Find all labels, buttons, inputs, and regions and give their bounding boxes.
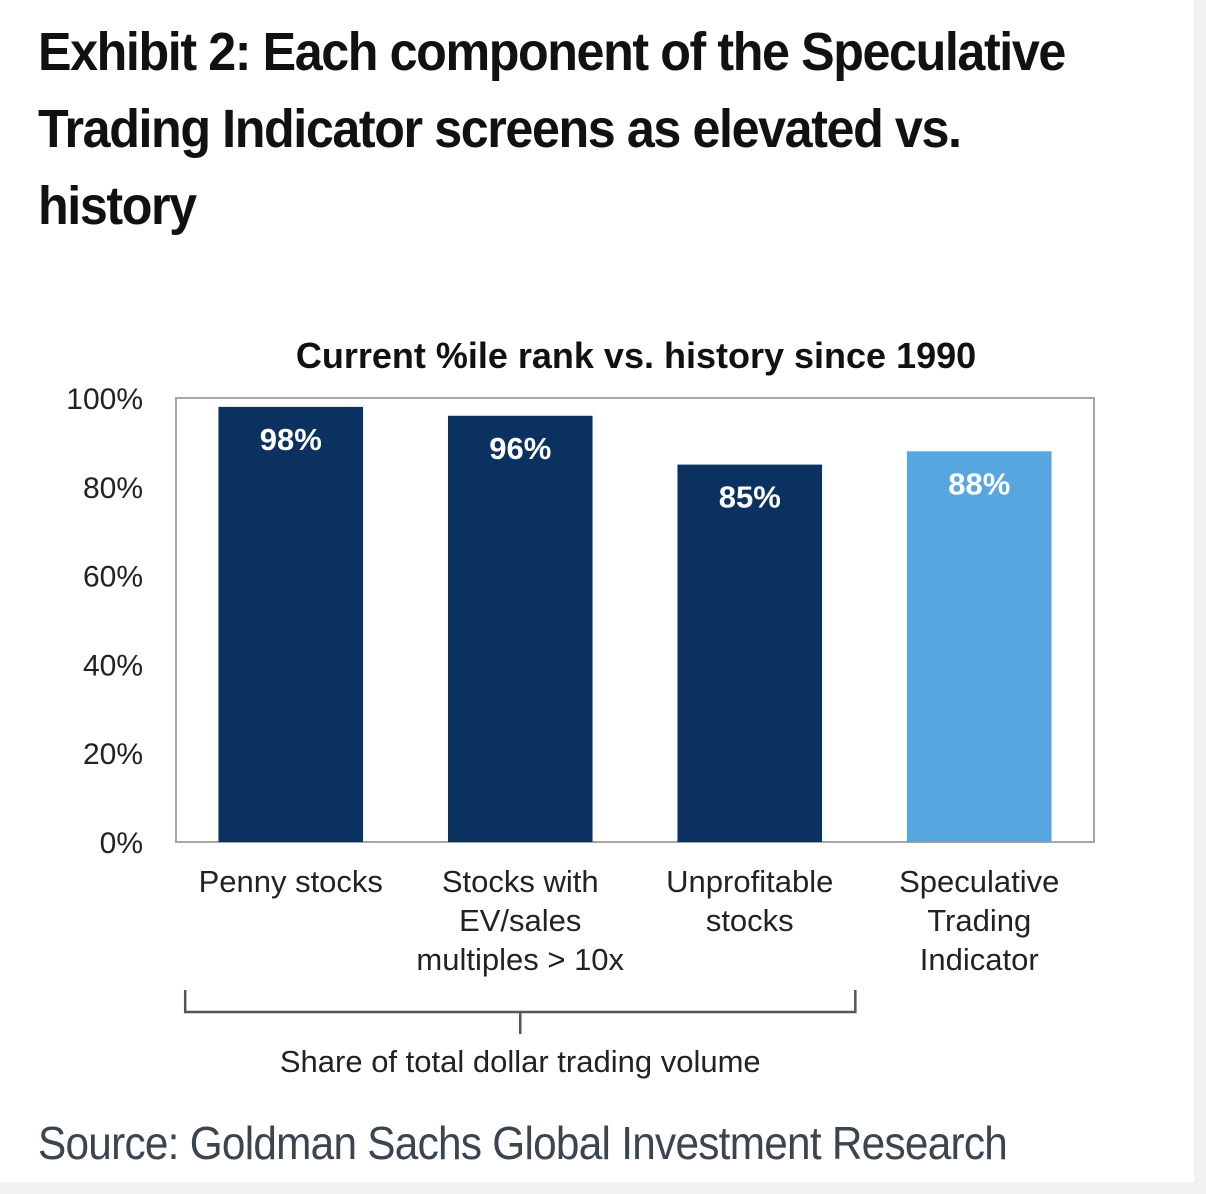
bar — [218, 406, 364, 842]
exhibit-title: Exhibit 2: Each component of the Specula… — [38, 22, 1066, 236]
bracket-label: Share of total dollar trading volume — [280, 1044, 761, 1079]
bar-chart: Current %ile rank vs. history since 1990… — [66, 335, 1095, 1079]
bars: 98% 96% 85% 88% — [218, 406, 1052, 842]
bar-value-label: 98% — [260, 422, 322, 457]
bar-value-label: 88% — [948, 466, 1010, 501]
source-note: Source: Goldman Sachs Global Investment … — [38, 1117, 1008, 1169]
bar-value-label: 96% — [489, 431, 551, 466]
chart-title: Current %ile rank vs. history since 1990 — [296, 335, 976, 376]
y-tick-label: 60% — [83, 561, 143, 594]
x-axis: Penny stocks Stocks with EV/sales multiples… — [199, 864, 1060, 977]
bracket-group: Share of total dollar trading volume — [183, 990, 857, 1079]
category-label: Stocks with EV/sales multiples > 10x — [416, 864, 624, 977]
y-tick-label: 80% — [83, 472, 143, 505]
y-tick-label: 0% — [100, 827, 143, 860]
bar — [677, 464, 823, 842]
bar — [447, 415, 593, 842]
bar — [906, 451, 1052, 842]
y-tick-label: 20% — [83, 738, 143, 771]
bar-value-label: 85% — [719, 480, 781, 515]
y-axis: 0% 20% 40% 60% 80% 100% — [66, 383, 143, 860]
category-label: Unprofitable stocks — [666, 864, 833, 938]
y-tick-label: 40% — [83, 649, 143, 682]
category-label: Speculative Trading Indicator — [899, 864, 1059, 977]
y-tick-label: 100% — [66, 383, 143, 416]
category-label: Penny stocks — [199, 864, 383, 899]
bracket-line — [183, 990, 857, 1034]
